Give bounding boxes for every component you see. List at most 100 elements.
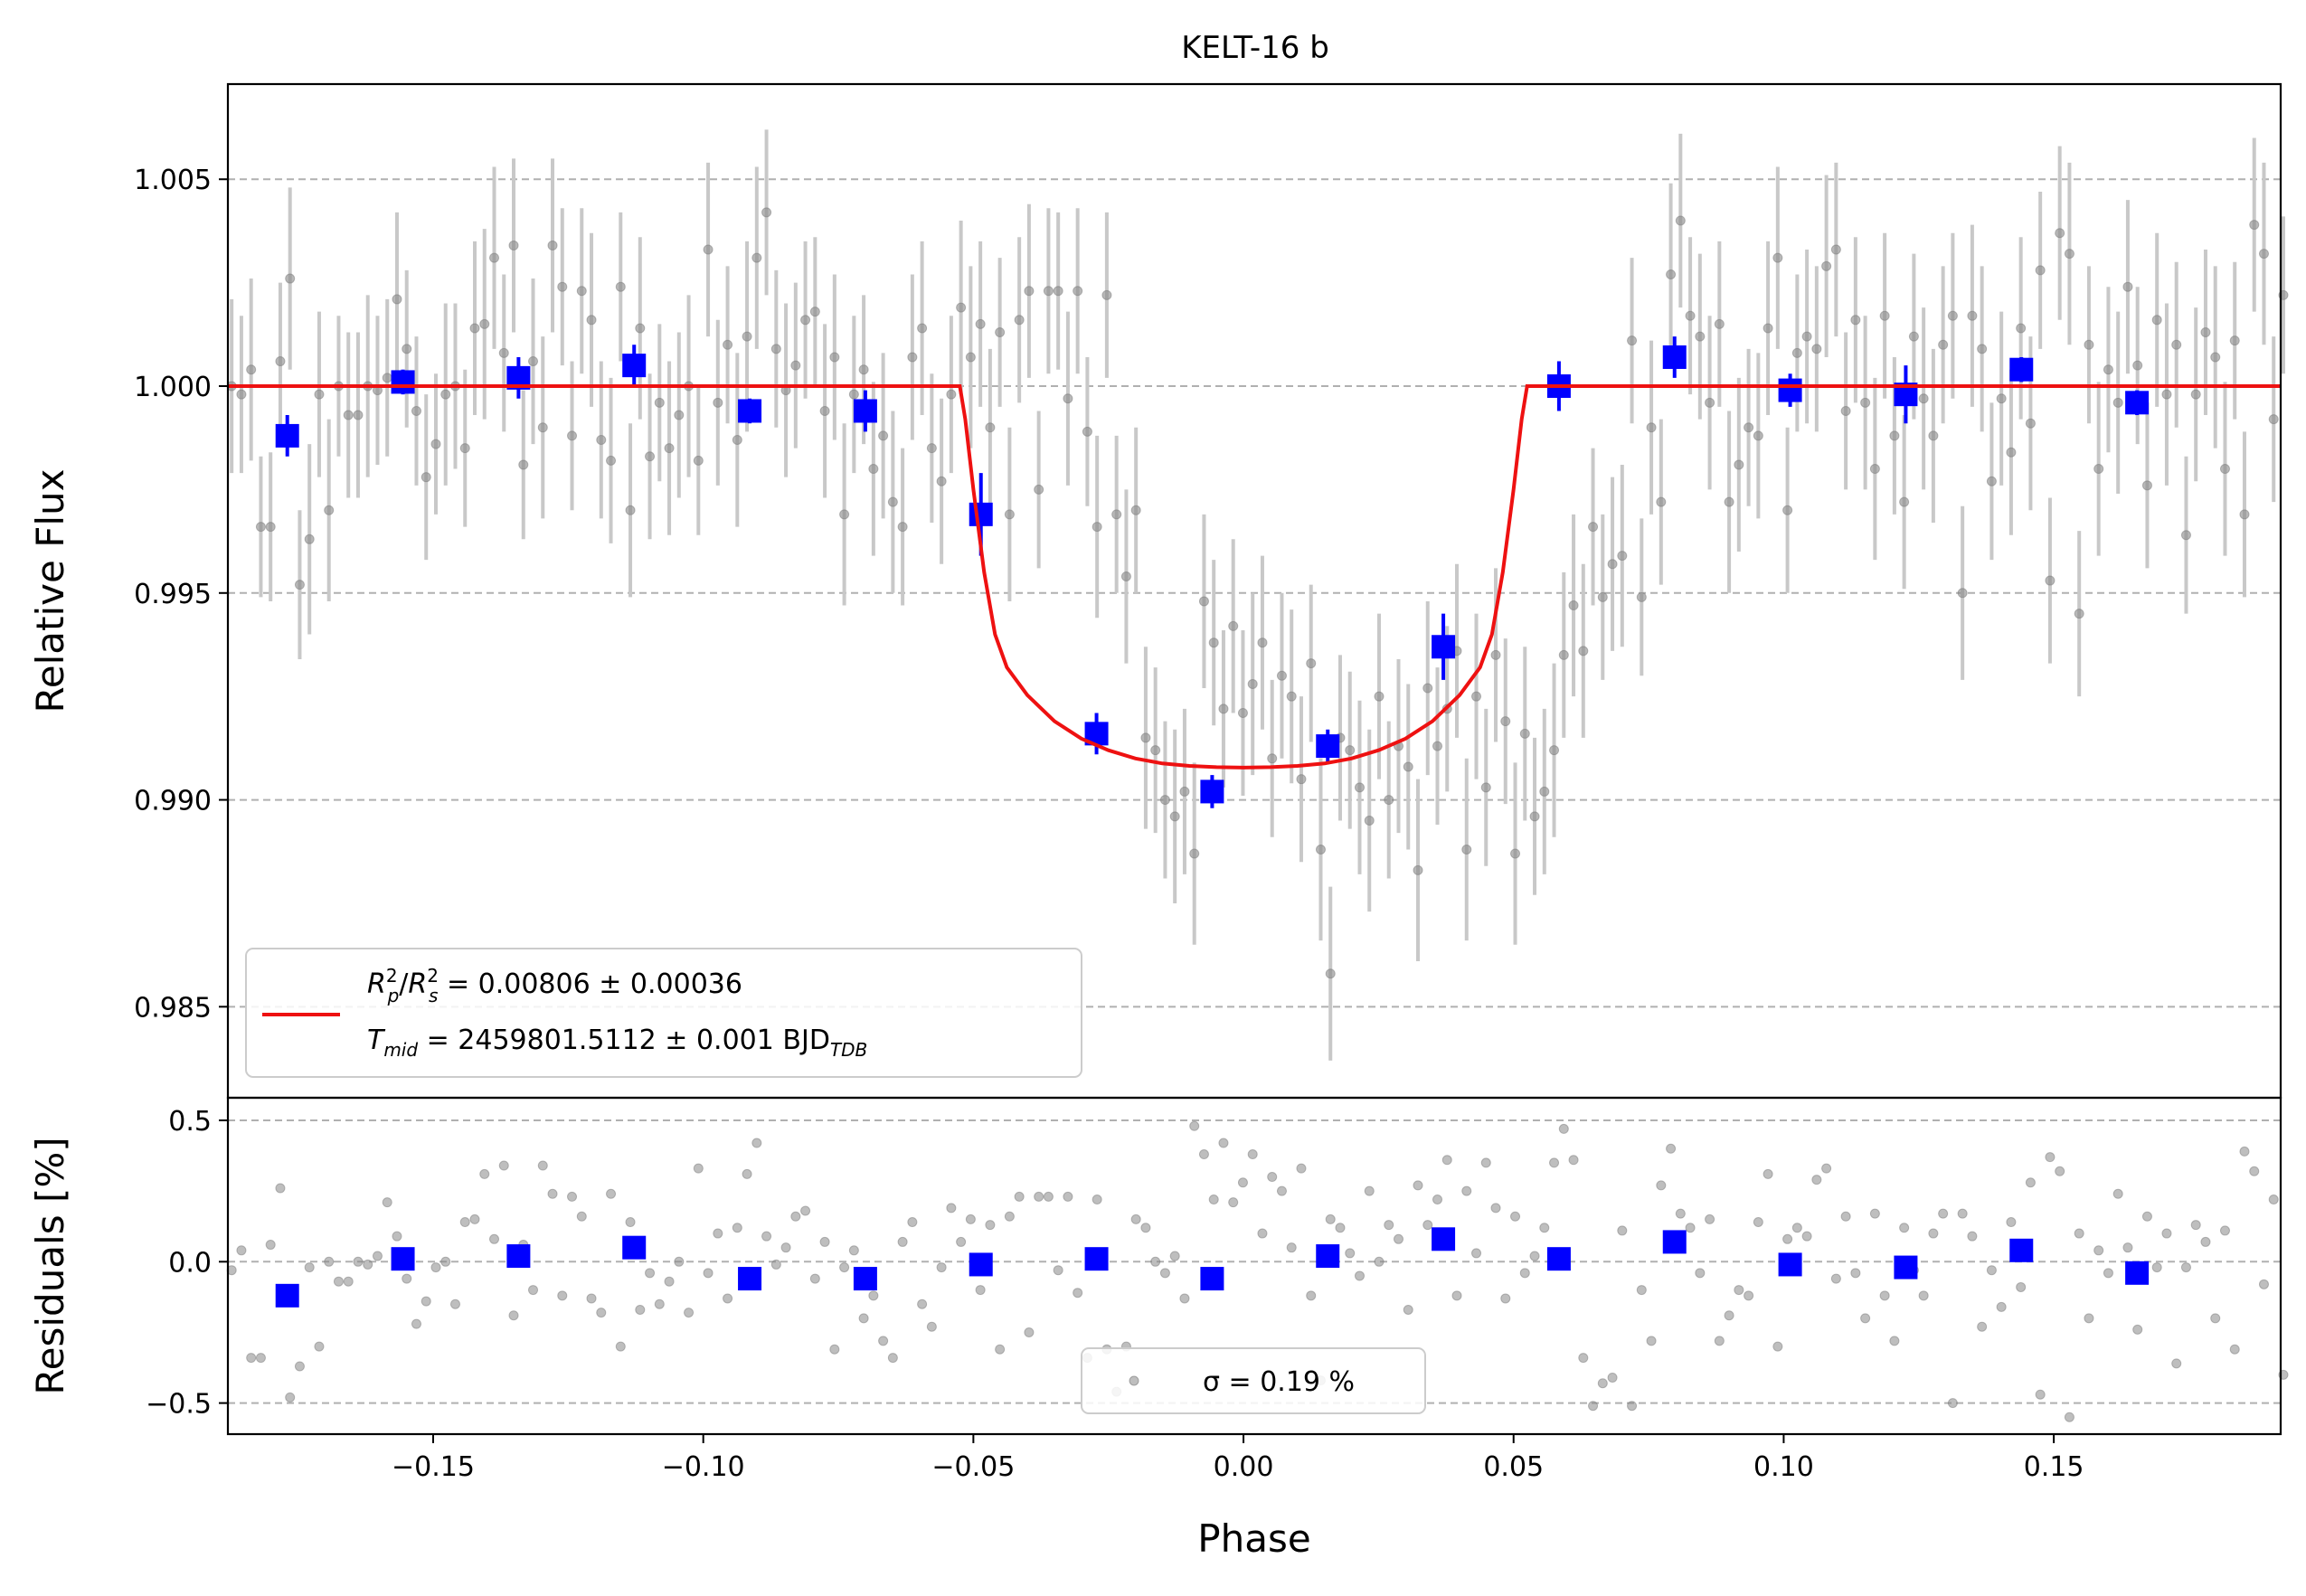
flux-raw-point — [1374, 691, 1385, 702]
residual-raw-point — [1791, 1223, 1802, 1233]
residual-raw-point — [402, 1273, 412, 1284]
residual-raw-point — [1597, 1378, 1608, 1389]
residual-raw-point — [800, 1205, 811, 1216]
residual-raw-point — [664, 1276, 675, 1287]
residual-raw-point — [1850, 1268, 1861, 1279]
flux-y-tick-label: 1.005 — [134, 165, 212, 196]
residual-raw-point — [294, 1361, 305, 1372]
residual-binned-point — [1662, 1230, 1687, 1254]
flux-raw-point — [1208, 637, 1219, 648]
residual-raw-point — [926, 1321, 937, 1332]
flux-raw-point — [2016, 323, 2027, 334]
flux-raw-point — [1345, 745, 1356, 756]
flux-raw-point — [975, 318, 986, 329]
residual-raw-point — [1150, 1256, 1161, 1267]
flux-raw-point — [596, 434, 607, 445]
flux-legend-box — [245, 948, 1082, 1078]
flux-raw-point — [742, 331, 752, 342]
flux-raw-point — [1938, 339, 1949, 350]
residual-raw-point — [1734, 1285, 1744, 1296]
flux-raw-point — [498, 347, 509, 358]
flux-raw-point — [1549, 745, 1560, 756]
residual-raw-point — [1374, 1256, 1385, 1267]
flux-raw-point — [1092, 522, 1102, 533]
residual-raw-point — [1422, 1220, 1433, 1231]
flux-raw-point — [2190, 389, 2201, 400]
residual-raw-point — [2103, 1268, 2113, 1279]
residual-raw-point — [285, 1392, 296, 1402]
residual-raw-point — [946, 1203, 957, 1214]
residual-raw-point — [2132, 1324, 2143, 1335]
flux-raw-point — [1403, 761, 1413, 772]
flux-raw-point — [1801, 331, 1812, 342]
flux-raw-point — [1247, 678, 1258, 689]
residual-raw-point — [411, 1318, 421, 1329]
flux-raw-point — [567, 430, 578, 441]
flux-raw-point — [294, 580, 305, 590]
flux-raw-point — [907, 352, 918, 363]
flux-raw-point — [2161, 389, 2172, 400]
flux-binned-point — [1778, 378, 1802, 402]
residual-raw-point — [421, 1296, 431, 1307]
residual-raw-point — [625, 1217, 636, 1228]
residual-raw-point — [449, 1299, 460, 1309]
flux-raw-point — [790, 360, 801, 371]
flux-raw-point — [1646, 422, 1657, 433]
x-tick-label: 0.15 — [2024, 1451, 2084, 1483]
x-tick-label: −0.10 — [662, 1451, 745, 1483]
residual-raw-point — [557, 1290, 568, 1301]
residual-raw-point — [459, 1217, 470, 1228]
flux-raw-point — [1597, 591, 1608, 602]
flux-raw-point — [1471, 691, 1482, 702]
flux-raw-point — [703, 244, 714, 255]
flux-raw-point — [1413, 864, 1423, 875]
residual-raw-point — [1869, 1208, 1880, 1219]
residual-raw-point — [606, 1188, 617, 1199]
residual-raw-point — [1510, 1211, 1521, 1222]
residual-raw-point — [2141, 1211, 2152, 1222]
residual-raw-point — [1073, 1288, 1083, 1299]
residuals-raw-points — [226, 1120, 2289, 1422]
residual-raw-point — [1267, 1172, 1278, 1183]
flux-raw-point — [1539, 786, 1550, 797]
residual-raw-point — [333, 1276, 344, 1287]
legend-sigma-text: σ = 0.19 % — [1203, 1366, 1355, 1398]
residuals-y-axis-label: Residuals [%] — [28, 1137, 72, 1394]
flux-raw-point — [1169, 811, 1180, 822]
flux-raw-point — [2045, 575, 2056, 586]
residual-raw-point — [1014, 1191, 1025, 1202]
flux-raw-point — [1296, 774, 1307, 785]
residual-raw-point — [985, 1220, 996, 1231]
flux-raw-point — [878, 430, 889, 441]
residual-raw-point — [2200, 1236, 2211, 1247]
residual-raw-point — [615, 1341, 626, 1352]
residual-raw-point — [2229, 1344, 2240, 1355]
flux-raw-point — [1558, 649, 1569, 660]
residual-raw-point — [440, 1256, 451, 1267]
flux-y-tick-label: 0.990 — [134, 786, 212, 817]
flux-raw-point — [1063, 393, 1073, 404]
flux-raw-point — [2200, 327, 2211, 338]
flux-raw-point — [1695, 331, 1706, 342]
residual-raw-point — [1276, 1185, 1287, 1196]
residual-raw-point — [1588, 1401, 1599, 1412]
flux-raw-point — [255, 522, 266, 533]
flux-raw-point — [1967, 310, 1978, 321]
residual-raw-point — [645, 1268, 656, 1279]
flux-raw-point — [2122, 281, 2133, 292]
residual-raw-point — [576, 1211, 587, 1222]
flux-raw-point — [2210, 352, 2221, 363]
residual-raw-point — [392, 1231, 402, 1242]
flux-raw-point — [1588, 522, 1599, 533]
flux-raw-point — [1830, 244, 1841, 255]
flux-raw-point — [1519, 728, 1530, 739]
flux-binned-point — [738, 399, 762, 423]
residual-raw-point — [2045, 1152, 2056, 1163]
flux-raw-point — [858, 364, 869, 375]
residual-raw-point — [1130, 1214, 1141, 1224]
flux-raw-point — [2084, 339, 2094, 350]
flux-raw-point — [508, 240, 519, 250]
residual-raw-point — [1558, 1123, 1569, 1134]
flux-raw-point — [1422, 683, 1433, 694]
